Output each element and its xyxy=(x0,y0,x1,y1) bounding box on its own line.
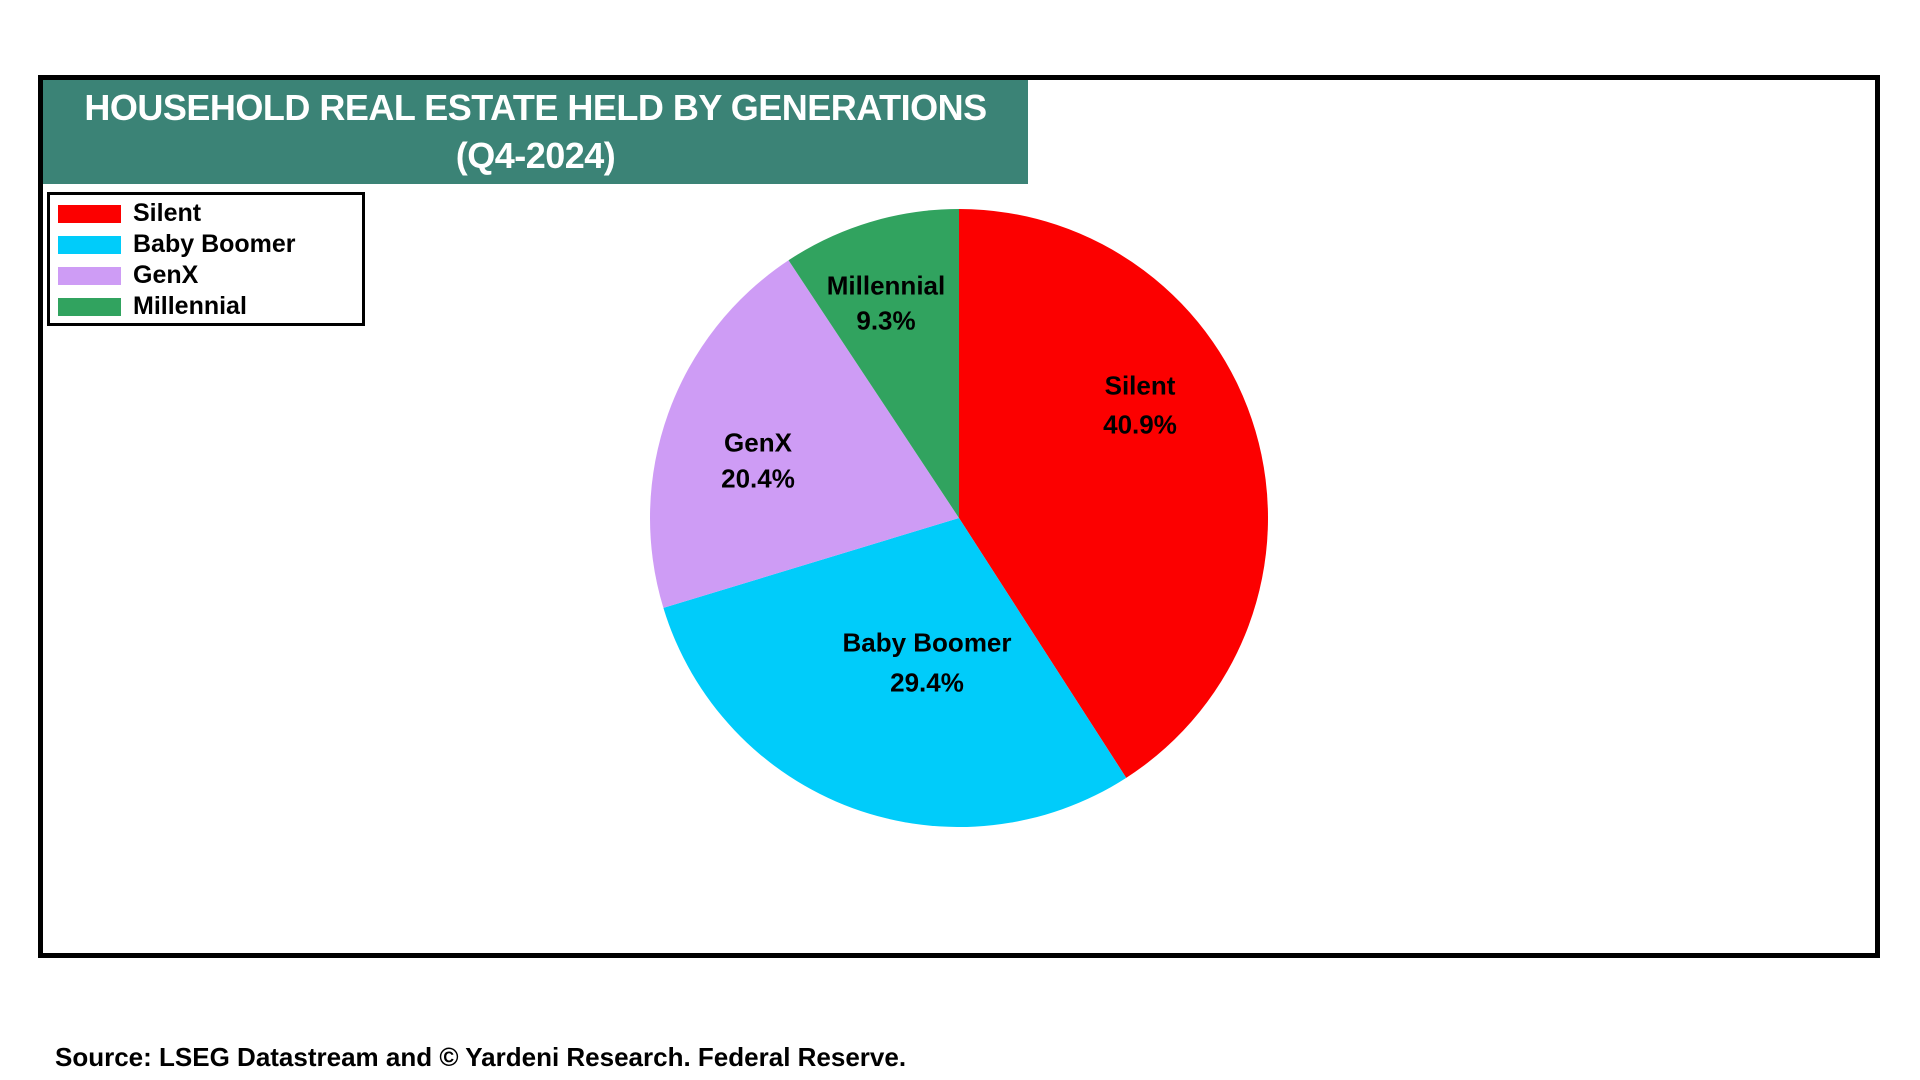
slice-name-millennial: Millennial xyxy=(826,270,946,301)
slice-name-baby-boomer: Baby Boomer xyxy=(842,627,1012,658)
legend: Silent Baby Boomer GenX Millennial xyxy=(47,192,365,326)
legend-item-baby-boomer: Baby Boomer xyxy=(50,229,362,260)
legend-label-silent: Silent xyxy=(133,199,202,227)
legend-swatch-baby-boomer xyxy=(58,235,121,254)
legend-swatch-genx xyxy=(58,266,121,285)
legend-label-genx: GenX xyxy=(133,261,199,289)
chart-title-line1: HOUSEHOLD REAL ESTATE HELD BY GENERATION… xyxy=(84,87,987,128)
pie-slice-silent xyxy=(959,209,1268,778)
chart-title-line2: (Q4-2024) xyxy=(455,135,616,176)
legend-swatch-millennial xyxy=(58,297,121,316)
legend-item-genx: GenX xyxy=(50,260,362,291)
legend-label-baby-boomer: Baby Boomer xyxy=(133,230,296,258)
legend-item-silent: Silent xyxy=(50,198,362,229)
chart-title-bar: HOUSEHOLD REAL ESTATE HELD BY GENERATION… xyxy=(43,80,1028,184)
slice-percent-baby-boomer: 29.4% xyxy=(890,667,964,698)
legend-label-millennial: Millennial xyxy=(133,292,247,320)
slice-percent-genx: 20.4% xyxy=(721,463,795,494)
source-text: Source: LSEG Datastream and © Yardeni Re… xyxy=(55,1042,907,1072)
slice-name-genx: GenX xyxy=(724,427,792,458)
chart-frame: HOUSEHOLD REAL ESTATE HELD BY GENERATION… xyxy=(38,75,1880,958)
pie-chart xyxy=(650,209,1268,827)
pie-slice-millennial xyxy=(788,209,959,518)
slice-percent-millennial: 9.3% xyxy=(856,305,916,336)
slice-percent-silent: 40.9% xyxy=(1103,409,1177,440)
pie-slice-genx xyxy=(650,260,959,608)
legend-item-millennial: Millennial xyxy=(50,291,362,322)
legend-swatch-silent xyxy=(58,204,121,223)
slice-name-silent: Silent xyxy=(1104,370,1176,401)
pie-slice-baby-boomer xyxy=(663,518,1127,827)
